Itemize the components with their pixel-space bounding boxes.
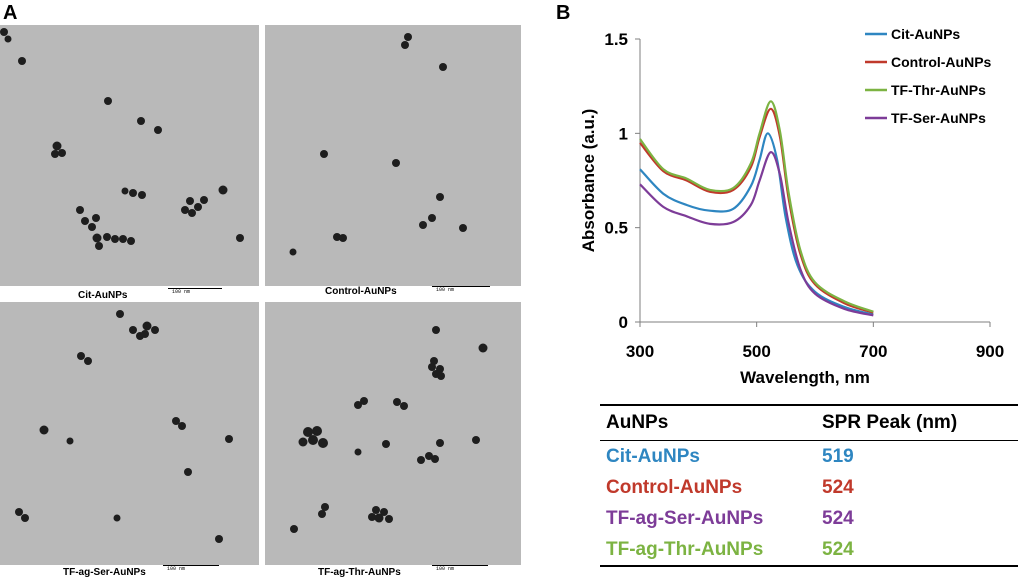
- cell-aunps-name: Control-AuNPs: [606, 476, 743, 498]
- cell-aunps-name: TF-ag-Thr-AuNPs: [606, 538, 764, 560]
- table-row: TF-ag-Ser-AuNPs 524: [600, 503, 1018, 534]
- series-line-0: [639, 132, 874, 316]
- table-body: Cit-AuNPs 519 Control-AuNPs 524 TF-ag-Ser-Au…: [600, 441, 1018, 565]
- scale-bar-label: 100 nm: [436, 566, 455, 572]
- tem-label-thr: TF-ag-Thr-AuNPs: [318, 567, 401, 578]
- scale-bar-ser: 100 nm: [163, 562, 219, 572]
- table-header-row: AuNPs SPR Peak (nm): [600, 406, 1018, 440]
- tem-image-thr: [265, 302, 521, 565]
- panel-a-letter: A: [3, 2, 18, 24]
- series-line-3: [639, 151, 874, 317]
- legend-label: TF-Ser-AuNPs: [891, 110, 986, 126]
- spr-peak-table: AuNPs SPR Peak (nm) Cit-AuNPs 519 Control-…: [600, 404, 1018, 567]
- x-tick-label: 300: [626, 342, 654, 361]
- scale-bar-control: 100 nm: [432, 283, 490, 293]
- cell-spr-peak: 519: [822, 445, 854, 467]
- absorbance-chart: 0 0.5 1 1.5 300 500 700 900 Wavelength, nm Absorb…: [579, 26, 1004, 387]
- x-tick-label: 900: [976, 342, 1004, 361]
- cell-spr-peak: 524: [822, 476, 854, 498]
- x-tick-label: 700: [859, 342, 887, 361]
- scale-bar-thr: 100 nm: [432, 562, 488, 572]
- scale-bar-label: 100 nm: [167, 566, 186, 572]
- series-line-2: [639, 100, 874, 313]
- tem-label-control: Control-AuNPs: [325, 286, 397, 297]
- scale-bar-label: 100 nm: [172, 289, 191, 295]
- cell-spr-peak: 524: [822, 538, 854, 560]
- header-aunps: AuNPs: [606, 412, 669, 433]
- legend-label: TF-Thr-AuNPs: [891, 82, 986, 98]
- x-tick-label: 500: [742, 342, 770, 361]
- panel-b-letter: B: [556, 2, 571, 24]
- y-tick-label: 1: [619, 124, 628, 143]
- table-header-rule: [600, 440, 1018, 441]
- tem-label-cit: Cit-AuNPs: [78, 290, 128, 301]
- cell-aunps-name: Cit-AuNPs: [606, 445, 700, 467]
- header-spr-peak: SPR Peak (nm): [822, 412, 958, 433]
- table-row: Control-AuNPs 524: [600, 472, 1018, 503]
- tem-image-control: [265, 25, 521, 286]
- table-bottom-rule: [600, 565, 1018, 567]
- legend-label: Cit-AuNPs: [891, 26, 960, 42]
- scale-bar-label: 100 nm: [436, 287, 455, 293]
- y-tick-label: 0.5: [604, 219, 628, 238]
- x-axis-label: Wavelength, nm: [740, 368, 870, 387]
- y-tick-label: 0: [619, 313, 628, 332]
- cell-aunps-name: TF-ag-Ser-AuNPs: [606, 507, 764, 529]
- legend-label: Control-AuNPs: [891, 54, 992, 70]
- tem-image-cit: [0, 25, 259, 286]
- tem-image-ser: [0, 302, 259, 565]
- table-row: Cit-AuNPs 519: [600, 441, 1018, 472]
- scale-bar-cit: 100 nm: [168, 285, 222, 295]
- series-line-1: [639, 107, 874, 314]
- table-row: TF-ag-Thr-AuNPs 524: [600, 534, 1018, 565]
- cell-spr-peak: 524: [822, 507, 854, 529]
- tem-label-ser: TF-ag-Ser-AuNPs: [63, 567, 146, 578]
- table-top-rule: [600, 404, 1018, 406]
- y-tick-label: 1.5: [604, 30, 628, 49]
- y-axis-label: Absorbance (a.u.): [579, 109, 598, 253]
